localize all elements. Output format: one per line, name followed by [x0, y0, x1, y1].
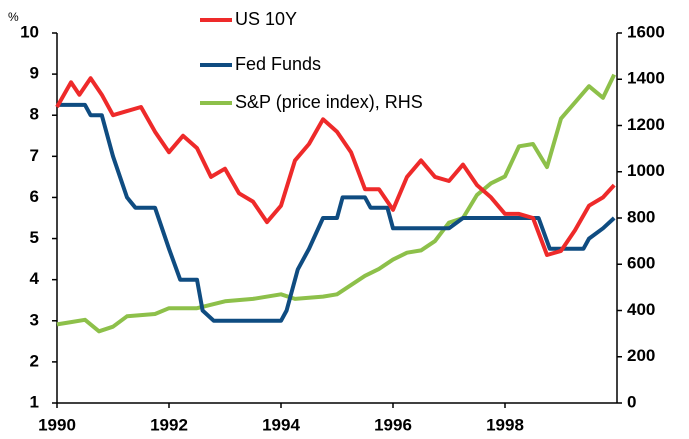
- y2-tick-label: 800: [627, 207, 655, 226]
- series-line: [56, 73, 617, 334]
- y-tick-label: 2: [30, 351, 39, 370]
- y-tick-label: 7: [30, 146, 39, 165]
- legend-label: S&P (price index), RHS: [235, 92, 423, 112]
- x-tick-label: 1996: [374, 415, 412, 434]
- y2-tick-label: 600: [627, 254, 655, 273]
- x-tick-label: 1998: [486, 415, 524, 434]
- y2-tick-label: 200: [627, 346, 655, 365]
- y-tick-label: 4: [30, 269, 40, 288]
- x-tick-label: 1994: [262, 415, 300, 434]
- y2-tick-label: 0: [627, 392, 636, 411]
- y-tick-label: 6: [30, 187, 39, 206]
- y-tick-label: 3: [30, 310, 39, 329]
- y2-tick-label: 1400: [627, 69, 665, 88]
- y2-tick-label: 1000: [627, 161, 665, 180]
- y2-tick-label: 400: [627, 300, 655, 319]
- x-tick-label: 1990: [38, 415, 76, 434]
- legend-label: US 10Y: [235, 9, 297, 29]
- y2-tick-label: 1600: [627, 22, 665, 41]
- legend-label: Fed Funds: [235, 54, 321, 74]
- y-tick-label: 1: [30, 392, 39, 411]
- y-tick-label: 5: [30, 228, 39, 247]
- y-tick-label: 8: [30, 105, 39, 124]
- series-line: [57, 102, 616, 323]
- x-tick-label: 1992: [150, 415, 188, 434]
- y-axis-label: %: [8, 10, 19, 24]
- y-tick-label: 9: [30, 64, 39, 83]
- series-line: [55, 76, 616, 257]
- y-tick-label: 10: [20, 22, 39, 41]
- y2-tick-label: 1200: [627, 115, 665, 134]
